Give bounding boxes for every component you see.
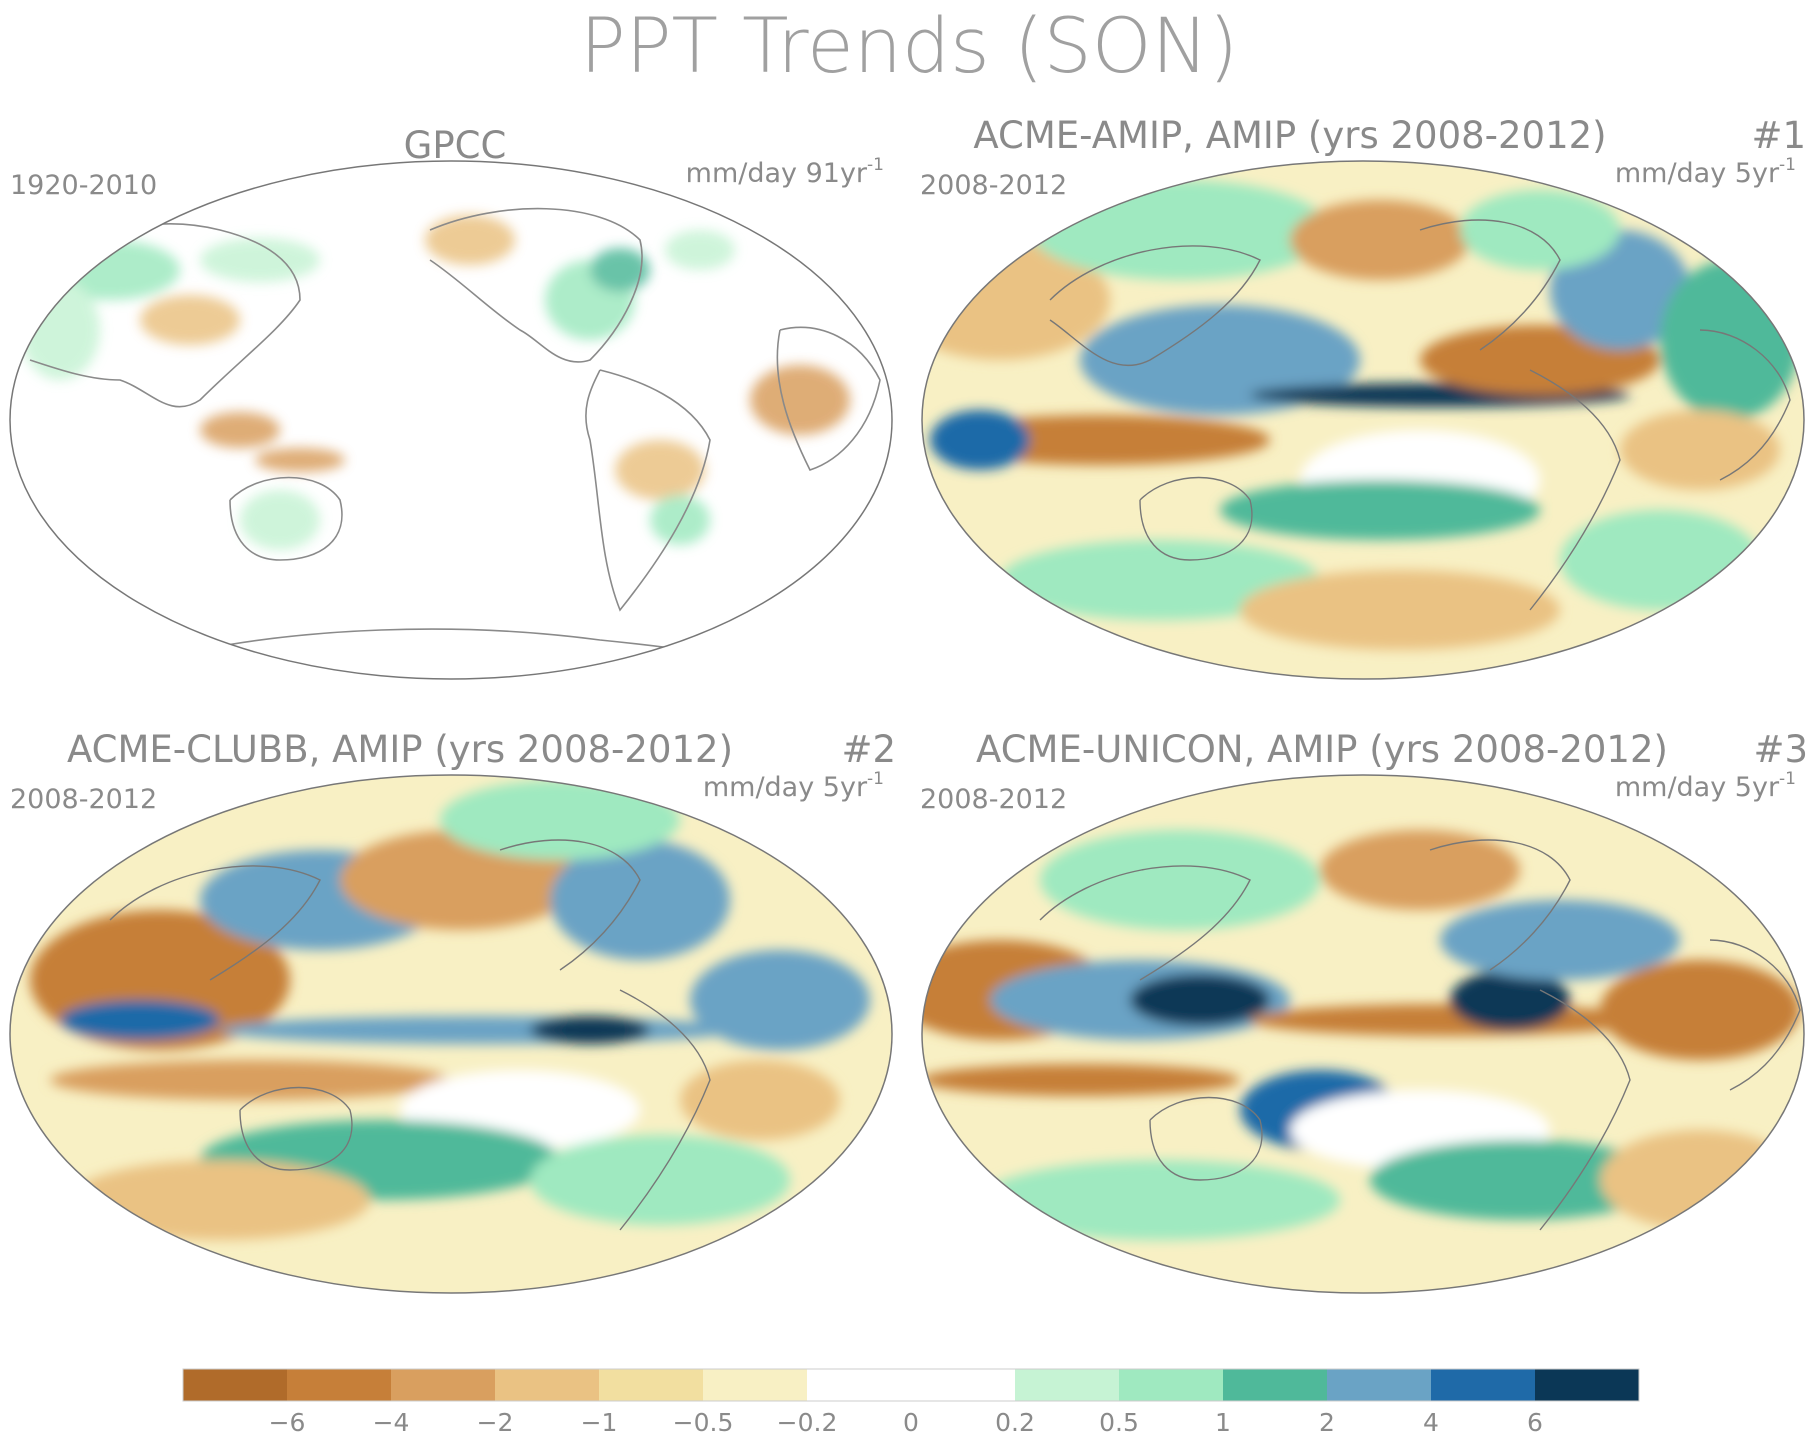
figure-title: PPT Trends (SON) — [580, 1, 1238, 90]
colorbar-tick-label: −6 — [269, 1408, 306, 1437]
panel-period: 2008-2012 — [10, 784, 157, 815]
panel-period: 1920-2010 — [10, 170, 157, 201]
panel-units-exponent: -1 — [867, 155, 884, 175]
map-field — [922, 775, 1804, 1293]
colorbar-swatch — [1535, 1369, 1639, 1401]
panel-period: 2008-2012 — [920, 170, 1067, 201]
panel-units: mm/day 5yr-1 — [1615, 769, 1796, 803]
colorbar-tick-label: −1 — [581, 1408, 618, 1437]
colorbar-swatch — [599, 1369, 703, 1401]
panel-units-text: mm/day 5yr — [703, 772, 868, 803]
map-frame — [9, 160, 893, 680]
colorbar-tick-label: 2 — [1319, 1408, 1335, 1437]
colorbar-tick-label: −4 — [373, 1408, 410, 1437]
panel-acme-clubb: ACME-CLUBB, AMIP (yrs 2008-2012) #2 2008… — [9, 728, 896, 1294]
colorbar-swatch — [807, 1369, 911, 1401]
map-field — [10, 775, 892, 1293]
colorbar-swatch — [1119, 1369, 1223, 1401]
panel-units-text: mm/day 5yr — [1615, 158, 1780, 189]
colorbar-swatch — [1223, 1369, 1327, 1401]
colorbar-tick-label: 0.5 — [1099, 1408, 1139, 1437]
panel-title: ACME-UNICON, AMIP (yrs 2008-2012) — [976, 728, 1668, 771]
colorbar-swatch — [1327, 1369, 1431, 1401]
panel-title: GPCC — [404, 124, 507, 167]
colorbar-tick-label: 0.2 — [995, 1408, 1035, 1437]
colorbar-outline — [182, 1368, 1640, 1402]
map-field — [10, 161, 892, 679]
panel-title: ACME-AMIP, AMIP (yrs 2008-2012) — [973, 114, 1606, 157]
colorbar-swatch — [1015, 1369, 1119, 1401]
colorbar-tick-label: 6 — [1527, 1408, 1543, 1437]
panel-units-text: mm/day 5yr — [1615, 772, 1780, 803]
panel-period: 2008-2012 — [920, 784, 1067, 815]
panel-gpcc: GPCC 1920-2010 mm/day 91yr-1 — [9, 124, 893, 680]
panel-units-exponent: -1 — [1779, 769, 1796, 789]
panel-acme-unicon: ACME-UNICON, AMIP (yrs 2008-2012) #3 200… — [920, 728, 1808, 1294]
colorbar-tick-label: −2 — [477, 1408, 514, 1437]
panel-title: ACME-CLUBB, AMIP (yrs 2008-2012) — [67, 728, 733, 771]
colorbar-swatch — [287, 1369, 391, 1401]
colorbar-tick-label: −0.5 — [673, 1408, 734, 1437]
panel-units: mm/day 5yr-1 — [703, 769, 884, 803]
panel-number: #1 — [1751, 114, 1806, 157]
map-frame — [921, 774, 1805, 1294]
colorbar-swatch — [391, 1369, 495, 1401]
map-field — [922, 161, 1804, 679]
panel-units-exponent: -1 — [867, 769, 884, 789]
colorbar-tick-label: 1 — [1215, 1408, 1231, 1437]
colorbar-tick-label: −0.2 — [777, 1408, 838, 1437]
panel-acme-amip: ACME-AMIP, AMIP (yrs 2008-2012) #1 2008-… — [920, 114, 1806, 680]
panel-units-text: mm/day 91yr — [686, 158, 868, 189]
colorbar-tick-label: 4 — [1423, 1408, 1439, 1437]
colorbar-swatch — [183, 1369, 287, 1401]
panel-units-exponent: -1 — [1779, 155, 1796, 175]
colorbar-tick-label: 0 — [903, 1408, 919, 1437]
colorbar-swatch — [495, 1369, 599, 1401]
colorbar-swatch — [703, 1369, 807, 1401]
colorbar-swatch — [1431, 1369, 1535, 1401]
colorbar-swatch — [911, 1369, 1015, 1401]
panel-units: mm/day 91yr-1 — [686, 155, 884, 189]
colorbar: −6 −4 −2 −1 −0.5 −0.2 0 0.2 0.5 1 2 4 6 — [182, 1368, 1640, 1437]
panel-units: mm/day 5yr-1 — [1615, 155, 1796, 189]
panel-number: #3 — [1753, 728, 1808, 771]
map-frame — [9, 774, 893, 1294]
map-frame — [921, 160, 1805, 680]
panel-number: #2 — [841, 728, 896, 771]
